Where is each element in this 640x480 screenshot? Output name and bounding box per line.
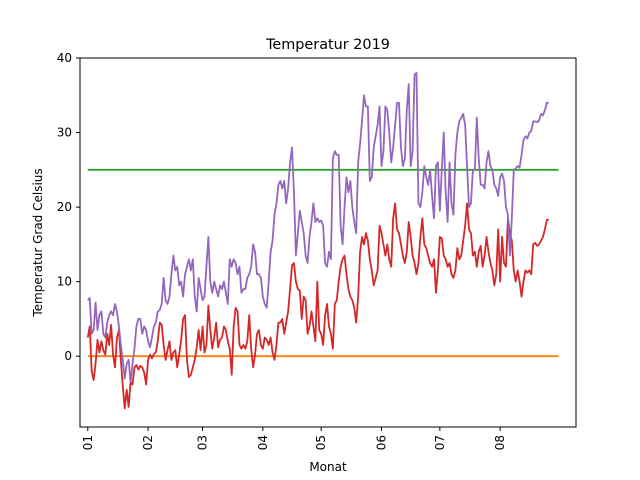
x-tick-label: 01 xyxy=(81,435,95,450)
y-tick-label: 40 xyxy=(57,51,72,65)
series-line-4 xyxy=(87,72,549,384)
y-axis-title: Temperatur Grad Celsius xyxy=(31,168,45,317)
x-tick-label: 04 xyxy=(256,435,270,450)
y-tick-label: 20 xyxy=(57,200,72,214)
y-axis: 0 10 20 30 40 xyxy=(57,51,80,363)
x-tick-label: 02 xyxy=(141,435,155,450)
chart-title: Temperatur 2019 xyxy=(265,37,390,53)
x-tick-label: 06 xyxy=(374,435,388,450)
axes-frame xyxy=(79,57,577,428)
x-axis: 01 02 03 04 05 06 07 08 xyxy=(81,427,507,450)
series-line-3 xyxy=(86,202,549,410)
x-tick-label: 08 xyxy=(493,435,507,450)
y-tick-label: 10 xyxy=(57,275,72,289)
x-axis-title: Monat xyxy=(309,460,347,474)
x-tick-label: 07 xyxy=(433,435,447,450)
x-tick-label: 03 xyxy=(196,435,210,450)
y-tick-label: 30 xyxy=(57,126,72,140)
x-tick-label: 05 xyxy=(314,435,328,450)
series-layer xyxy=(86,72,559,410)
y-tick-label: 0 xyxy=(64,349,72,363)
